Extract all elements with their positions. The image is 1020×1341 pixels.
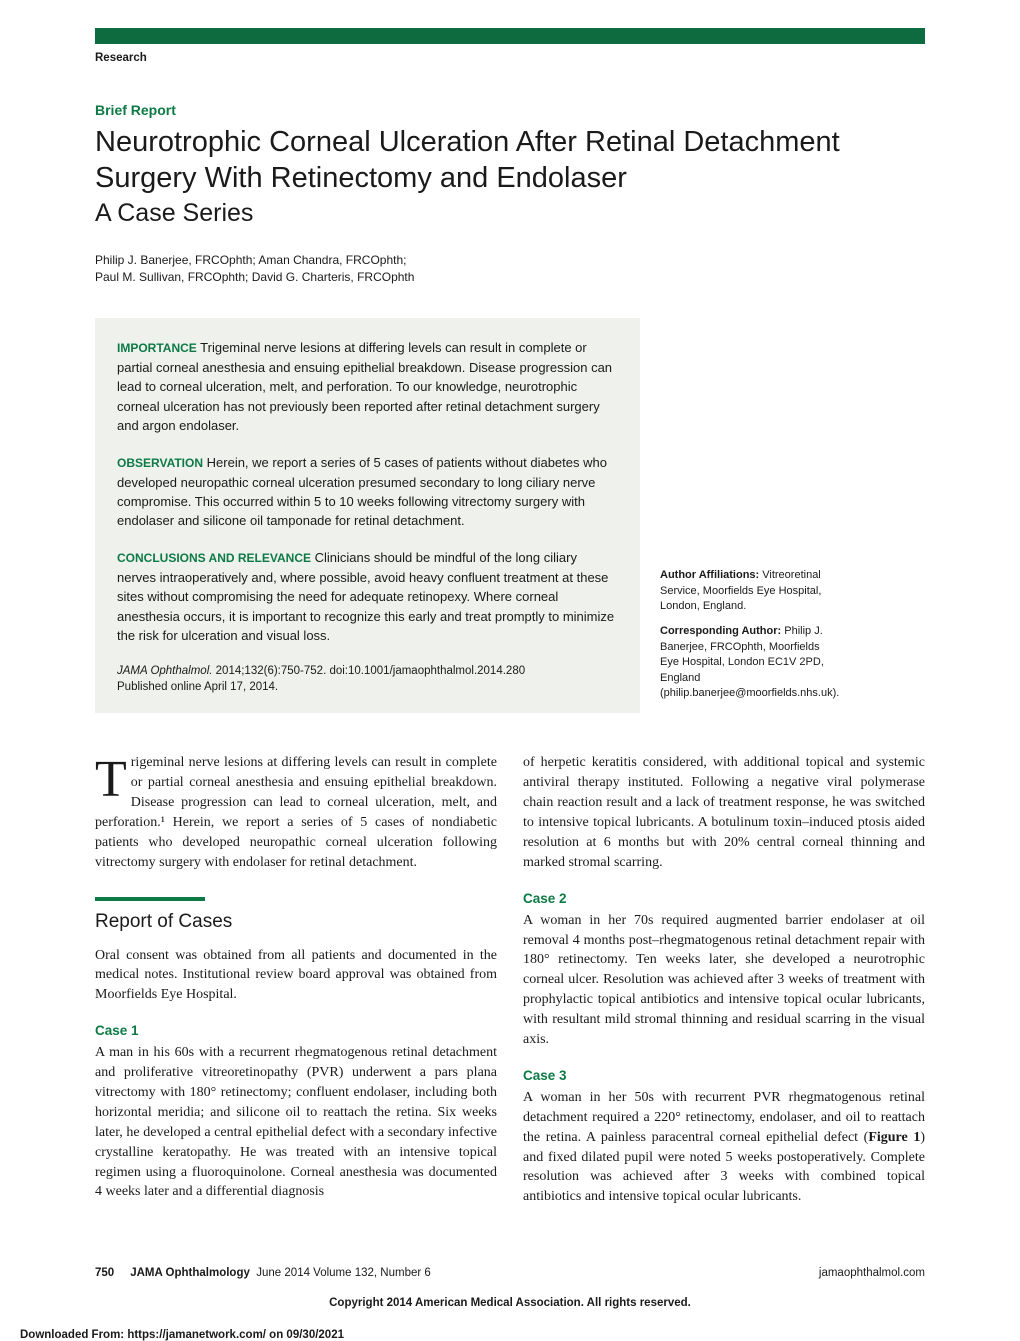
authors-list: Philip J. Banerjee, FRCOphth; Aman Chand… xyxy=(95,252,925,287)
brief-report-label: Brief Report xyxy=(95,102,925,118)
right-column: of herpetic keratitis considered, with a… xyxy=(523,753,925,1207)
issue-info: June 2014 Volume 132, Number 6 xyxy=(256,1267,431,1279)
figure-1-ref: Figure 1 xyxy=(868,1130,920,1145)
observation-label: OBSERVATION xyxy=(117,456,203,470)
authors-line-1: Philip J. Banerjee, FRCOphth; Aman Chand… xyxy=(95,252,925,269)
body-columns: Trigeminal nerve lesions at differing le… xyxy=(95,753,925,1207)
page-number: 750 xyxy=(95,1267,114,1279)
sidebar-info: Author Affiliations: Vitreoretinal Servi… xyxy=(660,568,835,713)
download-note: Downloaded From: https://jamanetwork.com… xyxy=(0,1329,1020,1341)
citation-text: 2014;132(6):750-752. doi:10.1001/jamaoph… xyxy=(212,665,525,677)
footer-left: 750 JAMA Ophthalmology June 2014 Volume … xyxy=(95,1267,431,1279)
abstract-observation: OBSERVATION Herein, we report a series o… xyxy=(117,453,618,530)
case-1-heading: Case 1 xyxy=(95,1021,497,1040)
citation: JAMA Ophthalmol. 2014;132(6):750-752. do… xyxy=(117,663,618,695)
conclusions-label: CONCLUSIONS AND RELEVANCE xyxy=(117,551,311,565)
col2-continuation: of herpetic keratitis considered, with a… xyxy=(523,753,925,872)
journal-name: JAMA Ophthalmology xyxy=(130,1267,250,1279)
abstract-conclusions: CONCLUSIONS AND RELEVANCE Clinicians sho… xyxy=(117,548,618,645)
research-label: Research xyxy=(95,52,925,64)
abstract-importance: IMPORTANCE Trigeminal nerve lesions at d… xyxy=(117,338,618,435)
footer-url: jamaophthalmol.com xyxy=(819,1267,925,1279)
case-2-text: A woman in her 70s required augmented ba… xyxy=(523,911,925,1050)
top-green-bar xyxy=(95,28,925,44)
intro-paragraph: Trigeminal nerve lesions at differing le… xyxy=(95,753,497,872)
report-heading-wrap: Report of Cases xyxy=(95,897,497,936)
page-footer: 750 JAMA Ophthalmology June 2014 Volume … xyxy=(0,1267,1020,1279)
case-3-heading: Case 3 xyxy=(523,1066,925,1085)
corresponding-block: Corresponding Author: Philip J. Banerjee… xyxy=(660,624,835,701)
importance-label: IMPORTANCE xyxy=(117,341,197,355)
article-title: Neurotrophic Corneal Ulceration After Re… xyxy=(95,124,925,197)
corresponding-label: Corresponding Author: xyxy=(660,625,781,637)
article-subtitle: A Case Series xyxy=(95,199,925,228)
copyright-notice: Copyright 2014 American Medical Associat… xyxy=(0,1297,1020,1309)
report-of-cases-heading: Report of Cases xyxy=(95,909,497,936)
dropcap: T xyxy=(95,753,131,803)
case-3-text-a: A woman in her 50s with recurrent PVR rh… xyxy=(523,1090,925,1145)
case-1-text: A man in his 60s with a recurrent rhegma… xyxy=(95,1043,497,1202)
left-column: Trigeminal nerve lesions at differing le… xyxy=(95,753,497,1207)
citation-published: Published online April 17, 2014. xyxy=(117,681,278,693)
report-intro: Oral consent was obtained from all patie… xyxy=(95,946,497,1006)
footer-issue: JAMA Ophthalmology June 2014 Volume 132,… xyxy=(130,1267,431,1279)
affiliations-label: Author Affiliations: xyxy=(660,569,759,581)
abstract-row: IMPORTANCE Trigeminal nerve lesions at d… xyxy=(95,318,925,713)
authors-line-2: Paul M. Sullivan, FRCOphth; David G. Cha… xyxy=(95,269,925,286)
case-3-text: A woman in her 50s with recurrent PVR rh… xyxy=(523,1088,925,1207)
affiliations-block: Author Affiliations: Vitreoretinal Servi… xyxy=(660,568,835,614)
citation-journal: JAMA Ophthalmol. xyxy=(117,665,212,677)
abstract-box: IMPORTANCE Trigeminal nerve lesions at d… xyxy=(95,318,640,713)
page-container: Research Brief Report Neurotrophic Corne… xyxy=(0,0,1020,1227)
intro-text: rigeminal nerve lesions at differing lev… xyxy=(95,755,497,869)
case-2-heading: Case 2 xyxy=(523,889,925,908)
